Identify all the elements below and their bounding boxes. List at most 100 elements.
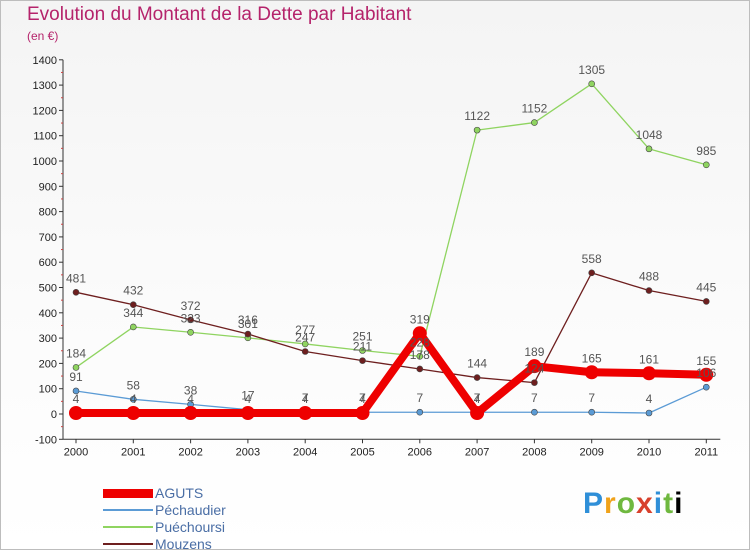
y-tick-label: 1300	[33, 80, 57, 92]
y-tick-label: 1200	[33, 105, 57, 117]
data-label: 344	[123, 306, 143, 320]
data-label: 144	[467, 357, 487, 371]
data-label: 91	[69, 370, 83, 384]
y-tick-label: 0	[51, 409, 57, 421]
data-label: 4	[130, 392, 137, 406]
legend-swatch	[103, 526, 153, 528]
data-label: 277	[295, 323, 315, 337]
y-tick-label: 700	[39, 232, 57, 244]
data-point	[584, 365, 599, 380]
x-tick-label: 2000	[64, 446, 88, 458]
data-point	[702, 298, 710, 305]
data-label: 7	[416, 391, 423, 405]
data-label: 4	[302, 392, 309, 406]
data-point	[645, 409, 653, 417]
data-point	[473, 374, 481, 381]
data-point	[187, 316, 194, 324]
data-label: 165	[582, 351, 602, 365]
y-tick-label: 200	[39, 358, 57, 370]
data-label: 17	[241, 389, 255, 403]
data-label: 178	[410, 348, 430, 362]
brand-letter: o	[616, 487, 637, 520]
data-label: 4	[187, 392, 194, 406]
data-label: 488	[639, 270, 659, 284]
x-tick-label: 2004	[293, 446, 317, 458]
brand-letter: r	[604, 487, 617, 520]
y-tick-label: 1000	[33, 156, 57, 168]
data-point	[298, 405, 313, 420]
y-tick-label: -100	[35, 434, 57, 446]
data-point	[126, 405, 141, 420]
legend-swatch	[103, 488, 153, 498]
data-label: 211	[353, 340, 372, 354]
data-label: 4	[245, 392, 252, 406]
data-point	[355, 405, 370, 420]
data-label: 319	[410, 312, 430, 326]
data-label: 38	[184, 383, 198, 397]
x-tick-label: 2010	[637, 446, 661, 458]
series-line	[75, 83, 707, 369]
data-label: 58	[127, 378, 141, 392]
y-tick-label: 300	[39, 333, 57, 345]
data-point	[359, 357, 366, 364]
data-point	[470, 405, 485, 420]
data-label: 481	[66, 271, 86, 285]
y-tick-label: 600	[39, 257, 57, 269]
data-point	[588, 80, 596, 88]
data-point	[301, 340, 309, 348]
data-point	[72, 364, 80, 371]
brand-letter: P	[583, 487, 605, 520]
x-tick-label: 2009	[579, 446, 603, 458]
data-label: 316	[238, 313, 258, 327]
data-label: 189	[524, 345, 544, 359]
data-label: 4	[359, 392, 366, 406]
y-tick-label: 100	[39, 384, 57, 396]
chart-subtitle: (en €)	[27, 29, 59, 43]
legend-label: Puéchoursi	[155, 519, 226, 535]
data-point	[531, 119, 538, 126]
data-label: 1305	[578, 63, 605, 77]
legend-swatch	[103, 509, 153, 511]
x-tick-label: 2003	[236, 446, 260, 458]
y-tick-label: 1400	[33, 55, 57, 67]
chart-title: Evolution du Montant de la Dette par Hab…	[27, 4, 412, 25]
brand-letter: i	[653, 487, 664, 520]
data-point	[187, 328, 194, 336]
data-label: 558	[582, 252, 602, 266]
data-label: 1048	[636, 128, 663, 142]
data-label: 106	[696, 366, 716, 380]
data-point	[69, 405, 83, 420]
y-tick-label: 800	[39, 207, 57, 219]
data-label: 1152	[521, 102, 547, 116]
data-point	[130, 301, 137, 309]
legend-label: AGUTS	[155, 485, 204, 501]
series-line	[75, 386, 707, 414]
data-label: 4	[646, 392, 653, 406]
brand-letter: t	[663, 487, 675, 520]
x-tick-label: 2005	[350, 446, 374, 458]
data-point	[702, 161, 710, 169]
data-point	[699, 367, 714, 382]
brand-letter: x	[636, 487, 654, 520]
data-point	[588, 408, 596, 416]
data-label: 4	[474, 392, 481, 406]
data-label: 7	[302, 391, 309, 405]
x-tick-label: 2006	[408, 446, 432, 458]
data-point	[130, 396, 137, 403]
data-label: 7	[359, 391, 366, 405]
data-label: 247	[295, 331, 315, 345]
data-label: 7	[531, 391, 538, 405]
brand-letter: i	[674, 487, 684, 520]
data-point	[359, 347, 366, 354]
data-point	[702, 383, 710, 391]
data-label: 4	[73, 392, 80, 406]
data-label: 7	[474, 391, 481, 405]
data-point	[244, 330, 252, 338]
data-point	[531, 408, 538, 416]
data-label: 161	[639, 352, 659, 366]
data-point	[473, 126, 481, 134]
series-line	[72, 329, 711, 417]
data-point	[240, 405, 255, 420]
data-label: 323	[181, 311, 201, 325]
